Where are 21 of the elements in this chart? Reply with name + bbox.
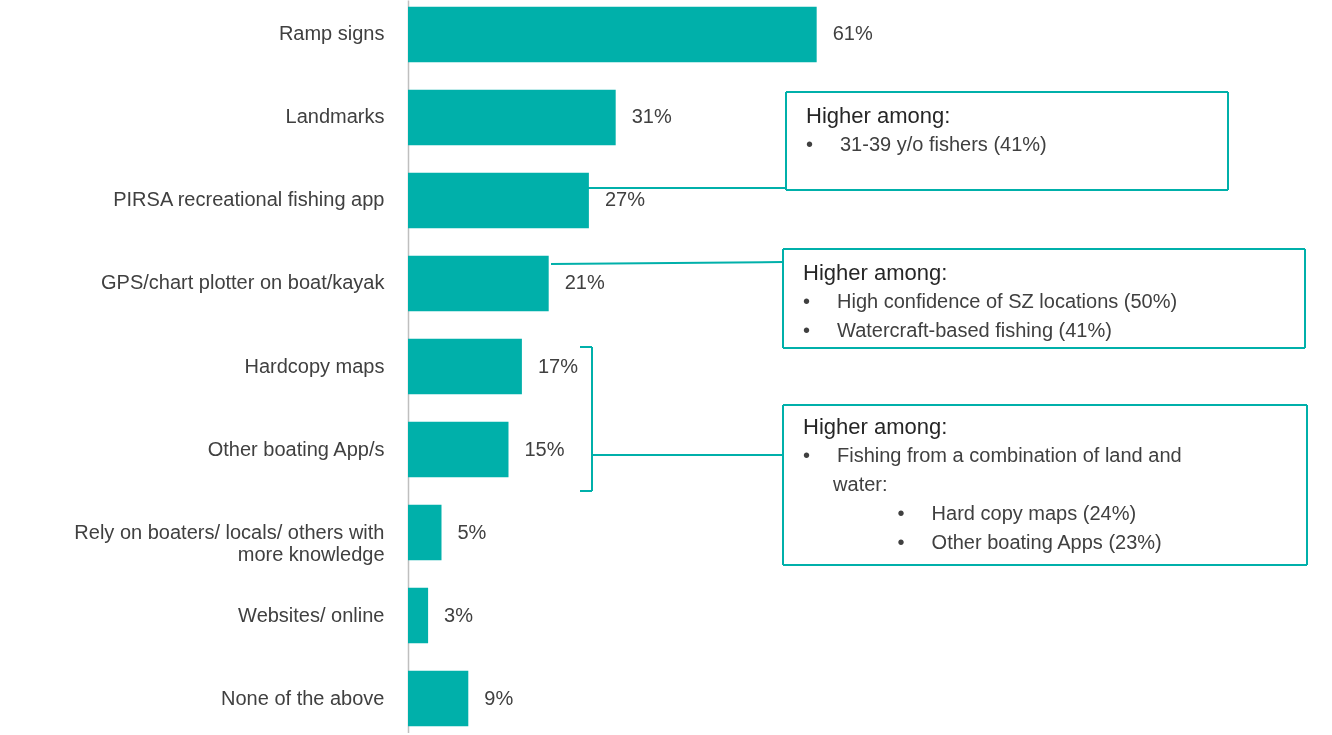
y-tick-label: GPS/chart plotter on boat/kayak [101, 271, 386, 294]
y-tick-label: Rely on boaters/ locals/ others with more knowledge [74, 520, 385, 565]
data-label: 9% [484, 686, 514, 709]
data-label: 31% [631, 105, 672, 128]
y-tick-label: PIRSA recreational fishing app [113, 188, 385, 211]
y-tick-label: None of the above [221, 686, 385, 709]
y-tick-label: Websites/ online [238, 603, 385, 626]
text: Higher among: • High confidence of SZ locations (50%) • Watercraft-based fishing (41%) [803, 260, 1178, 341]
data-label: 5% [457, 520, 487, 543]
text: Higher among: • Fishing from a combination of land and water: • Hard copy maps (24%) • Other boating Apps (23%) [803, 414, 1182, 553]
data-label: 61% [832, 22, 873, 45]
y-tick-label: Other boating App/s [207, 437, 385, 460]
y-tick-label: Landmarks [285, 105, 385, 128]
data-label: 17% [537, 354, 579, 377]
data-label: 21% [564, 271, 605, 294]
text: Higher among: • 31-39 y/o fishers (41%) [806, 103, 1047, 155]
data-label: 3% [444, 603, 474, 626]
data-label: 27% [604, 188, 646, 211]
y-tick-label: Hardcopy maps [244, 354, 385, 377]
data-label: 15% [524, 437, 565, 460]
y-tick-label: Ramp signs [278, 22, 385, 45]
